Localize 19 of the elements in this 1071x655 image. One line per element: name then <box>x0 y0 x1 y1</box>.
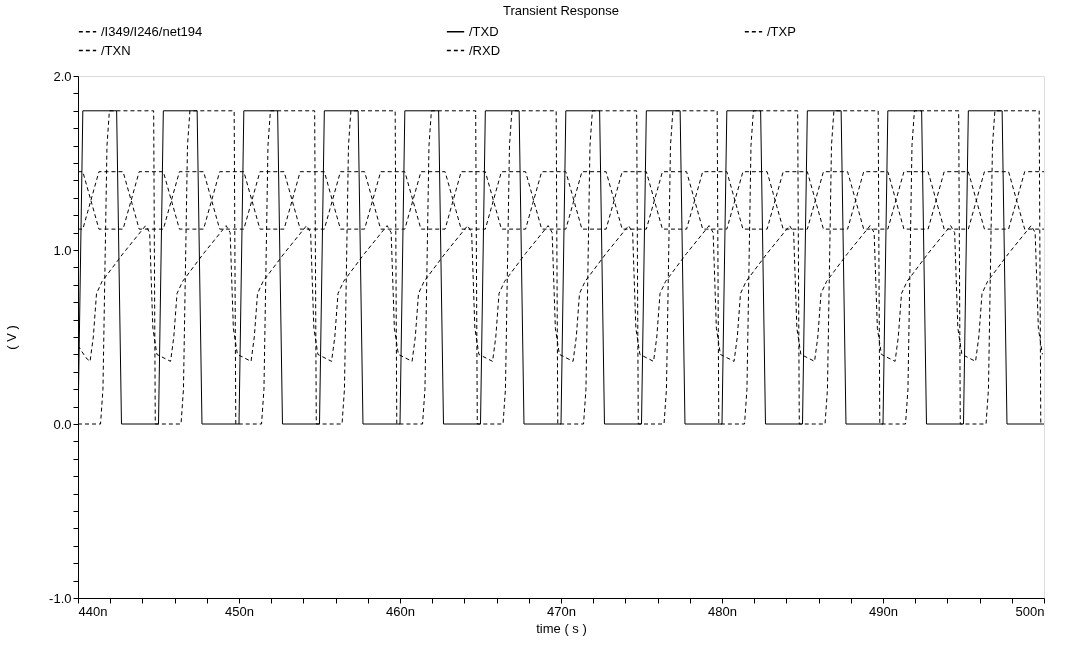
y-tick-label: 1.0 <box>53 242 72 258</box>
x-tick-label: 460n <box>386 603 415 619</box>
y-tick-label: -1.0 <box>49 590 72 606</box>
x-tick-label: 500n <box>1015 603 1045 619</box>
legend-label: /TXP <box>767 23 796 39</box>
x-tick-label: 490n <box>869 603 898 619</box>
x-tick-label: 470n <box>547 603 576 619</box>
legend-label: /TXD <box>469 23 499 39</box>
y-tick-label: 0.0 <box>53 416 72 432</box>
legend-label: /TXN <box>101 42 131 58</box>
y-tick-label: 2.0 <box>53 68 72 84</box>
x-tick-label: 450n <box>225 603 254 619</box>
x-tick-label: 440n <box>78 603 108 619</box>
legend-label: /I349/I246/net194 <box>101 23 203 39</box>
chart-title: Transient Response <box>503 3 619 18</box>
legend-label: /RXD <box>469 42 501 58</box>
x-tick-label: 480n <box>708 603 737 619</box>
y-axis-title: ( V ) <box>4 325 20 350</box>
x-axis-title: time ( s ) <box>536 620 587 636</box>
